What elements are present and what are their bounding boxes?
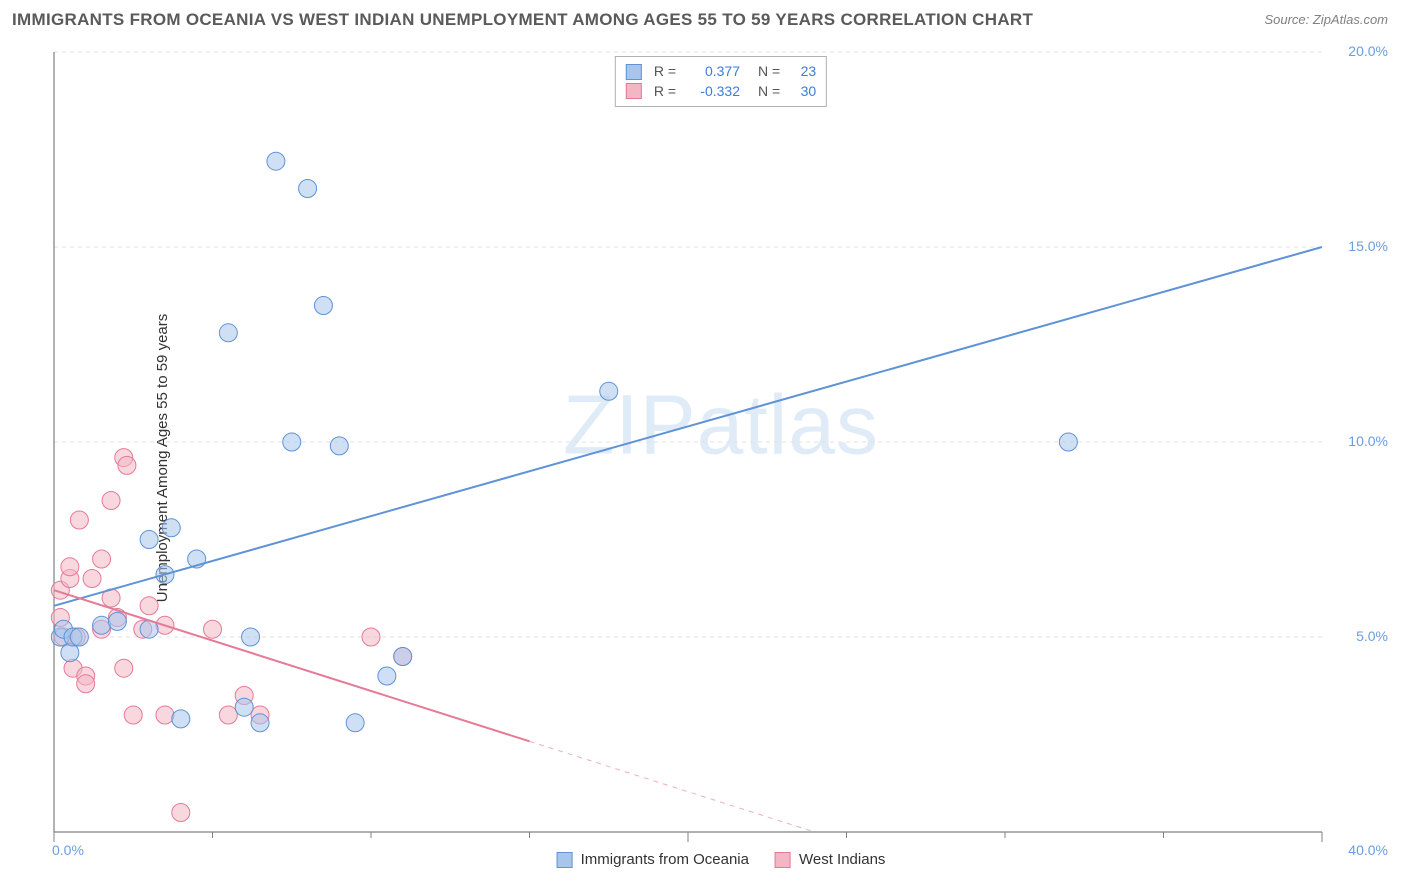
source-attribution: Source: ZipAtlas.com: [1264, 12, 1388, 27]
legend-swatch-westindian: [626, 83, 642, 99]
r-label: R =: [654, 62, 676, 82]
legend-label: West Indians: [799, 851, 885, 868]
y-tick-label: 10.0%: [1348, 433, 1388, 449]
y-tick-label: 5.0%: [1356, 628, 1388, 644]
scatter-plot-svg: [50, 48, 1392, 868]
x-tick-label: 40.0%: [1348, 842, 1388, 858]
r-value: 0.377: [684, 62, 740, 82]
legend-item: Immigrants from Oceania: [557, 851, 749, 868]
legend-label: Immigrants from Oceania: [581, 851, 749, 868]
legend-swatch-oceania: [626, 64, 642, 80]
correlation-legend: R = 0.377 N = 23 R = -0.332 N = 30: [615, 56, 827, 107]
legend-swatch-westindian: [775, 852, 791, 868]
x-tick-label: 0.0%: [52, 842, 84, 858]
legend-swatch-oceania: [557, 852, 573, 868]
legend-row: R = 0.377 N = 23: [626, 62, 816, 82]
legend-row: R = -0.332 N = 30: [626, 82, 816, 102]
r-label: R =: [654, 82, 676, 102]
chart-container: Unemployment Among Ages 55 to 59 years Z…: [50, 48, 1392, 868]
series-legend: Immigrants from Oceania West Indians: [557, 851, 886, 868]
n-label: N =: [758, 62, 780, 82]
n-value: 30: [788, 82, 816, 102]
r-value: -0.332: [684, 82, 740, 102]
n-value: 23: [788, 62, 816, 82]
legend-item: West Indians: [775, 851, 885, 868]
y-tick-label: 20.0%: [1348, 43, 1388, 59]
y-tick-label: 15.0%: [1348, 238, 1388, 254]
n-label: N =: [758, 82, 780, 102]
page-title: IMMIGRANTS FROM OCEANIA VS WEST INDIAN U…: [12, 10, 1033, 30]
